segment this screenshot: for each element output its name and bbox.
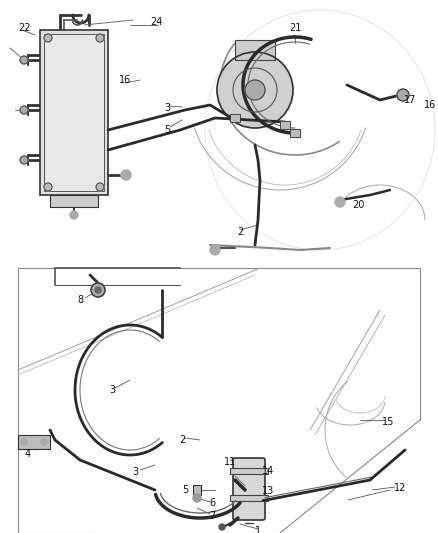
Circle shape	[20, 56, 28, 64]
Bar	[50, 195, 98, 207]
Text: 3: 3	[163, 103, 170, 113]
Circle shape	[91, 283, 105, 297]
Circle shape	[244, 80, 265, 100]
Text: 15: 15	[381, 417, 393, 427]
Circle shape	[21, 439, 27, 445]
Text: 17: 17	[403, 95, 415, 105]
Circle shape	[216, 52, 292, 128]
Bar	[44, 34, 104, 191]
Text: 5: 5	[163, 125, 170, 135]
Text: 21: 21	[288, 23, 300, 33]
Text: 6: 6	[208, 498, 215, 508]
Text: 2: 2	[178, 435, 185, 445]
Bar	[279, 121, 290, 129]
Text: 16: 16	[423, 100, 435, 110]
Circle shape	[44, 183, 52, 191]
Circle shape	[396, 89, 408, 101]
Text: 8: 8	[77, 295, 83, 305]
Circle shape	[70, 211, 78, 219]
Text: 4: 4	[25, 449, 31, 459]
Text: 12: 12	[393, 483, 405, 493]
Text: 2: 2	[237, 227, 243, 237]
Bar	[230, 495, 267, 501]
Circle shape	[20, 156, 28, 164]
Text: 13: 13	[261, 486, 273, 496]
Text: 3: 3	[109, 385, 115, 395]
Bar	[40, 30, 108, 195]
Circle shape	[20, 106, 28, 114]
FancyBboxPatch shape	[233, 458, 265, 520]
Text: 5: 5	[181, 485, 188, 495]
Circle shape	[193, 494, 201, 502]
Text: 1: 1	[254, 526, 261, 533]
Bar	[234, 40, 274, 60]
Circle shape	[334, 197, 344, 207]
Text: 16: 16	[119, 75, 131, 85]
Circle shape	[219, 524, 225, 530]
Text: 22: 22	[19, 23, 31, 33]
Bar	[18, 435, 50, 449]
Circle shape	[121, 170, 131, 180]
Circle shape	[95, 287, 101, 293]
Bar	[230, 114, 240, 122]
Text: 20: 20	[351, 200, 364, 210]
Circle shape	[96, 34, 104, 42]
Text: 7: 7	[208, 511, 215, 521]
Bar	[290, 129, 299, 137]
Circle shape	[96, 183, 104, 191]
Bar	[230, 468, 267, 474]
Circle shape	[41, 439, 47, 445]
Circle shape	[44, 34, 52, 42]
Circle shape	[209, 245, 219, 255]
Text: 14: 14	[261, 466, 273, 476]
Text: 3: 3	[132, 467, 138, 477]
Text: 11: 11	[223, 457, 236, 467]
Bar	[193, 485, 201, 495]
Text: 24: 24	[149, 17, 162, 27]
